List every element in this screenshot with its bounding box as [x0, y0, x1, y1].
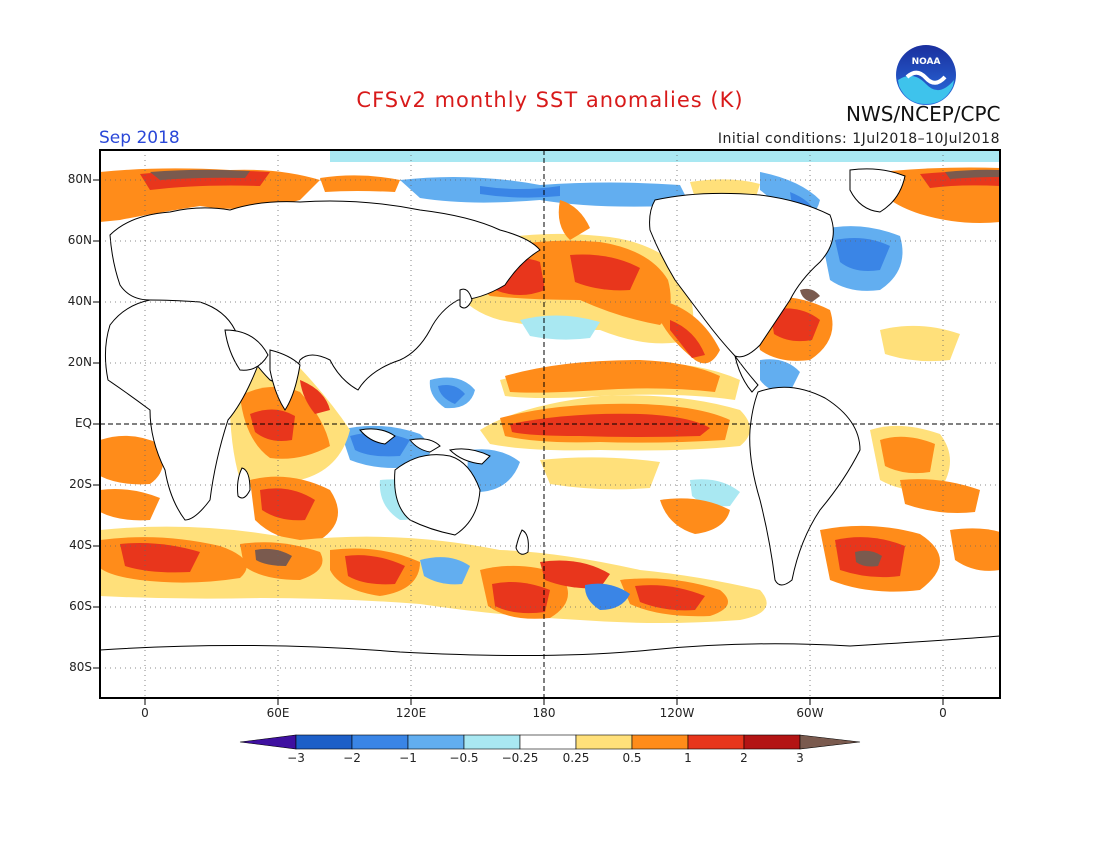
colorbar-bin [407, 734, 465, 750]
lon-label-120e: 120E [395, 706, 427, 720]
colorbar-label: 0.5 [622, 751, 642, 765]
chart-title: CFSv2 monthly SST anomalies (K) [356, 88, 744, 112]
valid-month-label: Sep 2018 [99, 128, 180, 148]
lat-label-60n: 60N [67, 233, 92, 247]
axis-ticks [93, 179, 944, 705]
lat-label-40s: 40S [69, 538, 92, 552]
colorbar-bin [519, 734, 577, 750]
lon-label-60e: 60E [266, 706, 290, 720]
colorbar-low-arrow [239, 734, 297, 750]
colorbar-label: 0.25 [562, 751, 590, 765]
lon-label-0: 0 [141, 706, 149, 720]
noaa-logo: NOAA [896, 45, 956, 105]
lat-label-20s: 20S [69, 477, 92, 491]
colorbar-label: −0.25 [501, 751, 539, 765]
colorbar-bin [743, 734, 801, 750]
lon-label-180: 180 [532, 706, 556, 720]
lat-label-40n: 40N [67, 294, 92, 308]
colorbar-bin [687, 734, 745, 750]
lat-label-20n: 20N [67, 355, 92, 369]
graticule [100, 150, 1000, 698]
continents [104, 168, 906, 586]
colorbar-label: −0.5 [449, 751, 479, 765]
colorbar-bin [351, 734, 409, 750]
colorbar-bin [631, 734, 689, 750]
lon-label-60w: 60W [796, 706, 824, 720]
lat-label-60s: 60S [69, 599, 92, 613]
colorbar-label: 2 [740, 751, 748, 765]
colorbar-label: 1 [684, 751, 692, 765]
colorbar-label: −2 [343, 751, 361, 765]
anomaly-field [100, 150, 1000, 698]
equator-dateline [100, 150, 1000, 698]
initial-conditions-label: Initial conditions: 1Jul2018–10Jul2018 [717, 131, 1000, 147]
agency-label: NWS/NCEP/CPC [846, 102, 1001, 126]
lon-label-120w: 120W [659, 706, 695, 720]
colorbar-bin [295, 734, 353, 750]
lat-label-eq: EQ [74, 416, 92, 430]
arctic-cool-band [330, 150, 1000, 162]
lon-label-0-east: 0 [939, 706, 947, 720]
colorbar-bin [575, 734, 633, 750]
logo-text: NOAA [912, 57, 941, 67]
colorbar-label: −3 [287, 751, 305, 765]
lat-label-80n: 80N [67, 172, 92, 186]
colorbar-label: −1 [399, 751, 417, 765]
lat-label-80s: 80S [69, 660, 92, 674]
colorbar-high-arrow [799, 734, 861, 750]
antarctica [100, 635, 1000, 698]
colorbar [239, 734, 861, 750]
colorbar-bin [463, 734, 521, 750]
colorbar-label: 3 [796, 751, 804, 765]
